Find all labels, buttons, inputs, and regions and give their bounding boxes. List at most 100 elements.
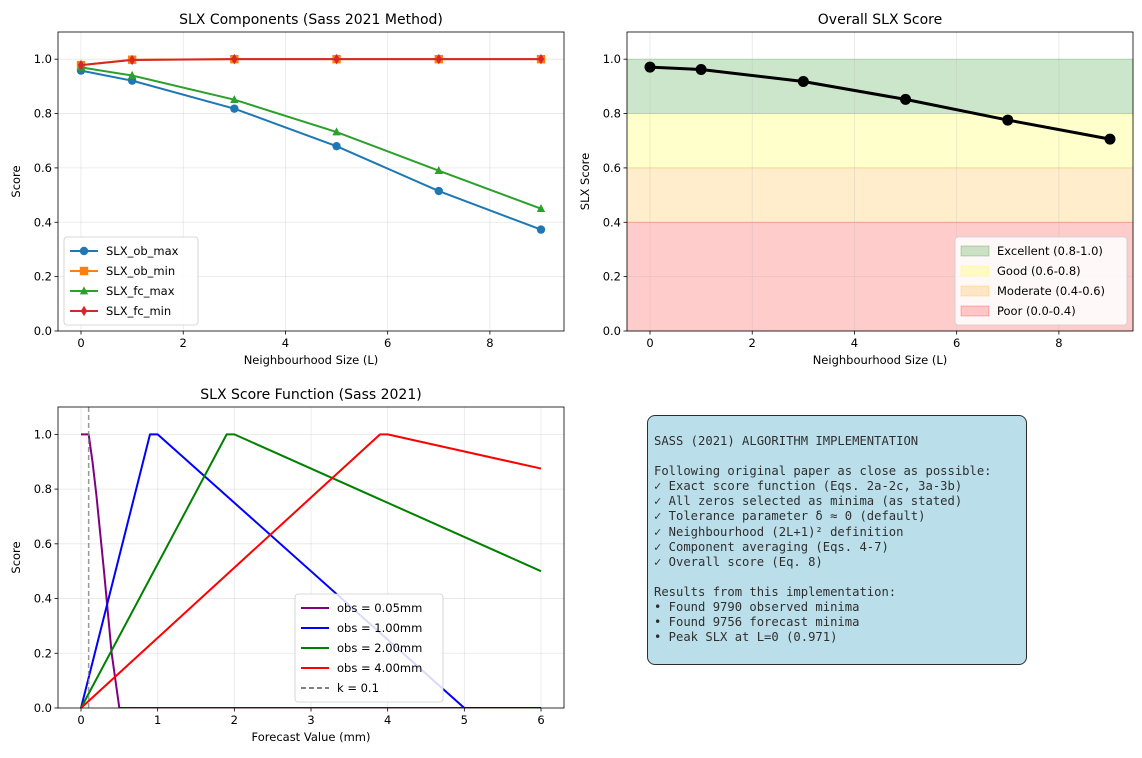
y-tick-label: 0.0 <box>34 701 52 715</box>
y-tick-label: 0.0 <box>34 324 52 338</box>
chart-title: Overall SLX Score <box>818 12 942 28</box>
legend-patch <box>960 305 990 317</box>
x-tick-label: 2 <box>231 713 238 727</box>
series-line-SLX_fc_min <box>80 58 541 67</box>
score-curve-obs-0-05mm <box>81 433 541 708</box>
overall-slx-line <box>649 65 1111 141</box>
legend-label: SLX_fc_max <box>106 284 175 298</box>
plot-area <box>644 61 1116 145</box>
x-tick-label: 2 <box>180 336 187 350</box>
y-tick-label: 0.8 <box>34 107 52 121</box>
marker-diamond <box>435 53 442 65</box>
x-tick-label: 2 <box>749 336 756 350</box>
overall-slx-point <box>1104 133 1116 145</box>
marker-diamond <box>80 305 88 317</box>
legend-label: obs = 4.00mm <box>337 661 422 675</box>
plot-area <box>76 53 546 234</box>
x-tick-label: 0 <box>646 336 653 350</box>
y-tick-label: 0.2 <box>34 646 52 660</box>
overall-slx-point <box>695 64 707 76</box>
legend-label: obs = 1.00mm <box>337 621 422 635</box>
x-tick-label: 0 <box>77 713 84 727</box>
x-tick-label: 6 <box>537 713 544 727</box>
legend-box <box>63 236 199 326</box>
x-tick-label: 4 <box>282 336 289 350</box>
x-tick-label: 4 <box>384 713 391 727</box>
y-tick-label: 1.0 <box>34 427 52 441</box>
info-line <box>654 570 1020 585</box>
x-tick-label: 4 <box>851 336 858 350</box>
chart-title: SLX Components (Sass 2021 Method) <box>179 12 443 28</box>
slx-score-function-chart: 0 1 2 3 4 5 6 0.0 0.2 0.4 0.6 0.8 1.0 SLX Score Funct… <box>9 387 565 744</box>
info-line: • Peak SLX at L=0 (0.971) <box>654 630 838 645</box>
info-line: ✓ Component averaging (Eqs. 4-7) <box>654 539 889 554</box>
legend-label: SLX_ob_min <box>106 264 175 278</box>
marker-diamond <box>128 54 136 66</box>
marker-triangle <box>332 127 341 136</box>
x-axis-label: Neighbourhood Size (L) <box>244 353 379 367</box>
marker-circle <box>434 186 443 196</box>
marker-triangle <box>127 70 137 79</box>
marker-triangle <box>79 286 89 295</box>
legend-patch <box>960 245 990 257</box>
x-tick-label: 1 <box>154 713 161 727</box>
axes-frame <box>57 406 565 709</box>
overall-slx-point <box>797 75 809 87</box>
marker-diamond <box>77 59 85 71</box>
info-line: Following original paper as close as pos… <box>654 464 992 479</box>
legend-label: Moderate (0.4-0.6) <box>997 284 1105 298</box>
overall-slx-chart: 0 2 4 6 8 0.0 0.2 0.4 0.6 0.8 1.0 Overall SLX Score… <box>578 12 1134 367</box>
info-line: Results from this implementation: <box>654 584 897 599</box>
marker-circle <box>79 246 89 256</box>
info-line: ✓ Neighbourhood (2L+1)² definition <box>654 524 904 539</box>
x-tick-label: 8 <box>486 336 493 350</box>
chart-title: SLX Score Function (Sass 2021) <box>200 387 421 403</box>
legend-box <box>294 593 444 703</box>
legend-label: Excellent (0.8-1.0) <box>997 244 1103 258</box>
band-1 <box>626 58 1134 114</box>
info-line: ✓ Overall score (Eq. 8) <box>654 554 823 569</box>
info-line: ✓ All zeros selected as minima (as state… <box>654 494 963 509</box>
x-tick-label: 6 <box>953 336 960 350</box>
y-tick-label: 0.2 <box>34 270 52 284</box>
slx-components-chart: 0 2 4 6 8 0.0 0.2 0.4 0.6 0.8 1.0 SLX Components (S… <box>9 12 565 367</box>
axes-frame <box>626 31 1134 332</box>
score-curve-obs-1-00mm <box>80 433 541 708</box>
series-line-SLX_fc_max <box>80 66 542 210</box>
marker-diamond <box>537 53 545 65</box>
legend-patch <box>960 265 990 277</box>
legend-label: Poor (0.0-0.4) <box>997 304 1076 318</box>
y-tick-label: 1.0 <box>603 52 621 66</box>
y-tick-label: 0.4 <box>603 215 621 229</box>
x-tick-label: 5 <box>461 713 468 727</box>
y-tick-label: 0.6 <box>34 161 52 175</box>
marker-triangle <box>536 204 546 213</box>
marker-diamond <box>333 53 340 65</box>
overall-slx-point <box>900 93 912 105</box>
marker-triangle <box>230 95 239 104</box>
legend-label: k = 0.1 <box>337 681 379 695</box>
info-line: • Found 9790 observed minima <box>654 600 860 615</box>
info-line: ✓ Tolerance parameter δ ≈ 0 (default) <box>654 509 926 524</box>
y-tick-label: 0.8 <box>34 482 52 496</box>
score-curve-obs-4-00mm <box>80 433 542 708</box>
y-axis-label: Score <box>9 165 23 197</box>
marker-triangle <box>434 166 443 174</box>
y-tick-label: 0.2 <box>603 270 621 284</box>
info-line: • Found 9756 forecast minima <box>654 615 860 630</box>
legend-patch <box>960 285 990 297</box>
y-tick-label: 0.6 <box>34 537 52 551</box>
algorithm-info-box: SASS (2021) ALGORITHM IMPLEMENTATION Fol… <box>647 415 1027 665</box>
plot-area <box>80 407 542 708</box>
y-tick-label: 0.4 <box>34 215 52 229</box>
y-tick-label: 0.4 <box>34 592 52 606</box>
marker-diamond <box>231 53 238 65</box>
x-axis-label: Forecast Value (mm) <box>252 730 371 744</box>
axes-frame <box>57 31 565 332</box>
y-tick-label: 0.6 <box>603 161 621 175</box>
info-line: SASS (2021) ALGORITHM IMPLEMENTATION <box>654 434 919 448</box>
overall-slx-point <box>644 61 656 73</box>
marker-square <box>79 266 89 276</box>
x-axis-label: Neighbourhood Size (L) <box>813 353 948 367</box>
y-tick-label: 0.0 <box>603 324 621 338</box>
